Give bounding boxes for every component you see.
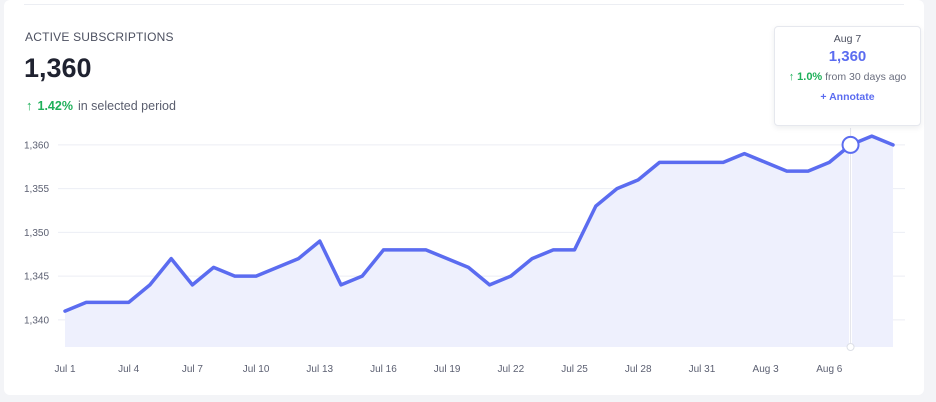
data-point — [551, 248, 555, 252]
tooltip-date: Aug 7 — [833, 33, 862, 45]
metric-change-text: in selected period — [77, 98, 176, 113]
data-point — [63, 309, 67, 313]
annotate-button[interactable]: + Annotate — [820, 91, 875, 103]
data-point — [764, 160, 768, 164]
data-point — [700, 160, 704, 164]
data-point — [445, 257, 449, 261]
data-point — [870, 134, 874, 138]
y-tick-label: 1,340 — [24, 315, 49, 326]
x-tick-label: Jul 22 — [498, 364, 525, 375]
data-point — [509, 274, 513, 278]
x-tick-label: Jul 7 — [182, 364, 204, 375]
metric-change: ↑ 1.42% in selected period — [26, 98, 176, 113]
x-tick-label: Jul 19 — [434, 364, 461, 375]
data-point — [403, 248, 407, 252]
data-point — [297, 257, 301, 261]
data-point — [827, 160, 831, 164]
metric-title: ACTIVE SUBSCRIPTIONS — [25, 30, 174, 44]
data-point — [594, 204, 598, 208]
data-point — [212, 265, 216, 269]
data-point — [785, 169, 789, 173]
metric-value: 1,360 — [24, 53, 92, 83]
y-axis-ticks: 1,340 1,345 1,350 1,355 1,360 — [24, 140, 49, 326]
data-point — [84, 300, 88, 304]
data-point — [169, 257, 173, 261]
data-point — [190, 283, 194, 287]
hover-point-marker — [841, 135, 860, 154]
data-point — [127, 300, 131, 304]
x-axis-ticks: Jul 1 Jul 4 Jul 7 Jul 10 Jul 13 Jul 16 Jul 19 J… — [54, 364, 842, 375]
x-tick-label: Jul 16 — [370, 364, 397, 375]
tooltip-change-pct: 1.0% — [797, 71, 823, 83]
top-divider — [24, 4, 904, 5]
data-point — [573, 248, 577, 252]
data-point — [318, 239, 322, 243]
tooltip-value: 1,360 — [828, 48, 867, 65]
x-tick-label: Aug 6 — [816, 364, 843, 375]
data-point — [488, 283, 492, 287]
y-tick-label: 1,355 — [24, 184, 49, 195]
hover-highlight — [841, 128, 860, 351]
y-tick-label: 1,345 — [24, 272, 49, 283]
data-point — [275, 265, 279, 269]
data-point — [530, 257, 534, 261]
y-tick-label: 1,360 — [24, 140, 49, 151]
x-tick-label: Jul 1 — [54, 364, 76, 375]
metric-change-pct: 1.42% — [37, 98, 73, 113]
x-tick-label: Jul 25 — [561, 364, 588, 375]
data-point — [615, 187, 619, 191]
data-point — [424, 248, 428, 252]
data-point — [466, 265, 470, 269]
data-point — [679, 160, 683, 164]
data-point — [891, 143, 895, 147]
hover-axis-marker — [846, 343, 855, 351]
series-line — [63, 134, 895, 313]
data-point — [381, 248, 385, 252]
x-tick-label: Jul 13 — [306, 364, 333, 375]
x-tick-label: Aug 3 — [753, 364, 780, 375]
data-point — [806, 169, 810, 173]
data-point — [657, 160, 661, 164]
x-tick-label: Jul 28 — [625, 364, 652, 375]
arrow-up-icon: ↑ — [26, 98, 33, 113]
x-tick-label: Jul 31 — [689, 364, 716, 375]
data-point — [721, 160, 725, 164]
data-point — [233, 274, 237, 278]
tooltip-change: ↑ 1.0% from 30 days ago — [775, 71, 920, 83]
data-point — [360, 274, 364, 278]
tooltip-change-text: from 30 days ago — [825, 71, 907, 83]
series-area — [65, 136, 893, 347]
series-line-path — [63, 134, 895, 313]
arrow-up-icon: ↑ — [788, 71, 795, 83]
data-point — [148, 283, 152, 287]
data-point — [254, 274, 258, 278]
data-point — [339, 283, 343, 287]
data-point — [742, 152, 746, 156]
area-fill — [65, 136, 893, 347]
data-point — [636, 178, 640, 182]
x-tick-label: Jul 10 — [243, 364, 270, 375]
y-tick-label: 1,350 — [24, 228, 49, 239]
data-point — [105, 300, 109, 304]
hover-tooltip: Aug 7 1,360 ↑ 1.0% from 30 days ago + An… — [774, 26, 921, 126]
x-tick-label: Jul 4 — [118, 364, 140, 375]
